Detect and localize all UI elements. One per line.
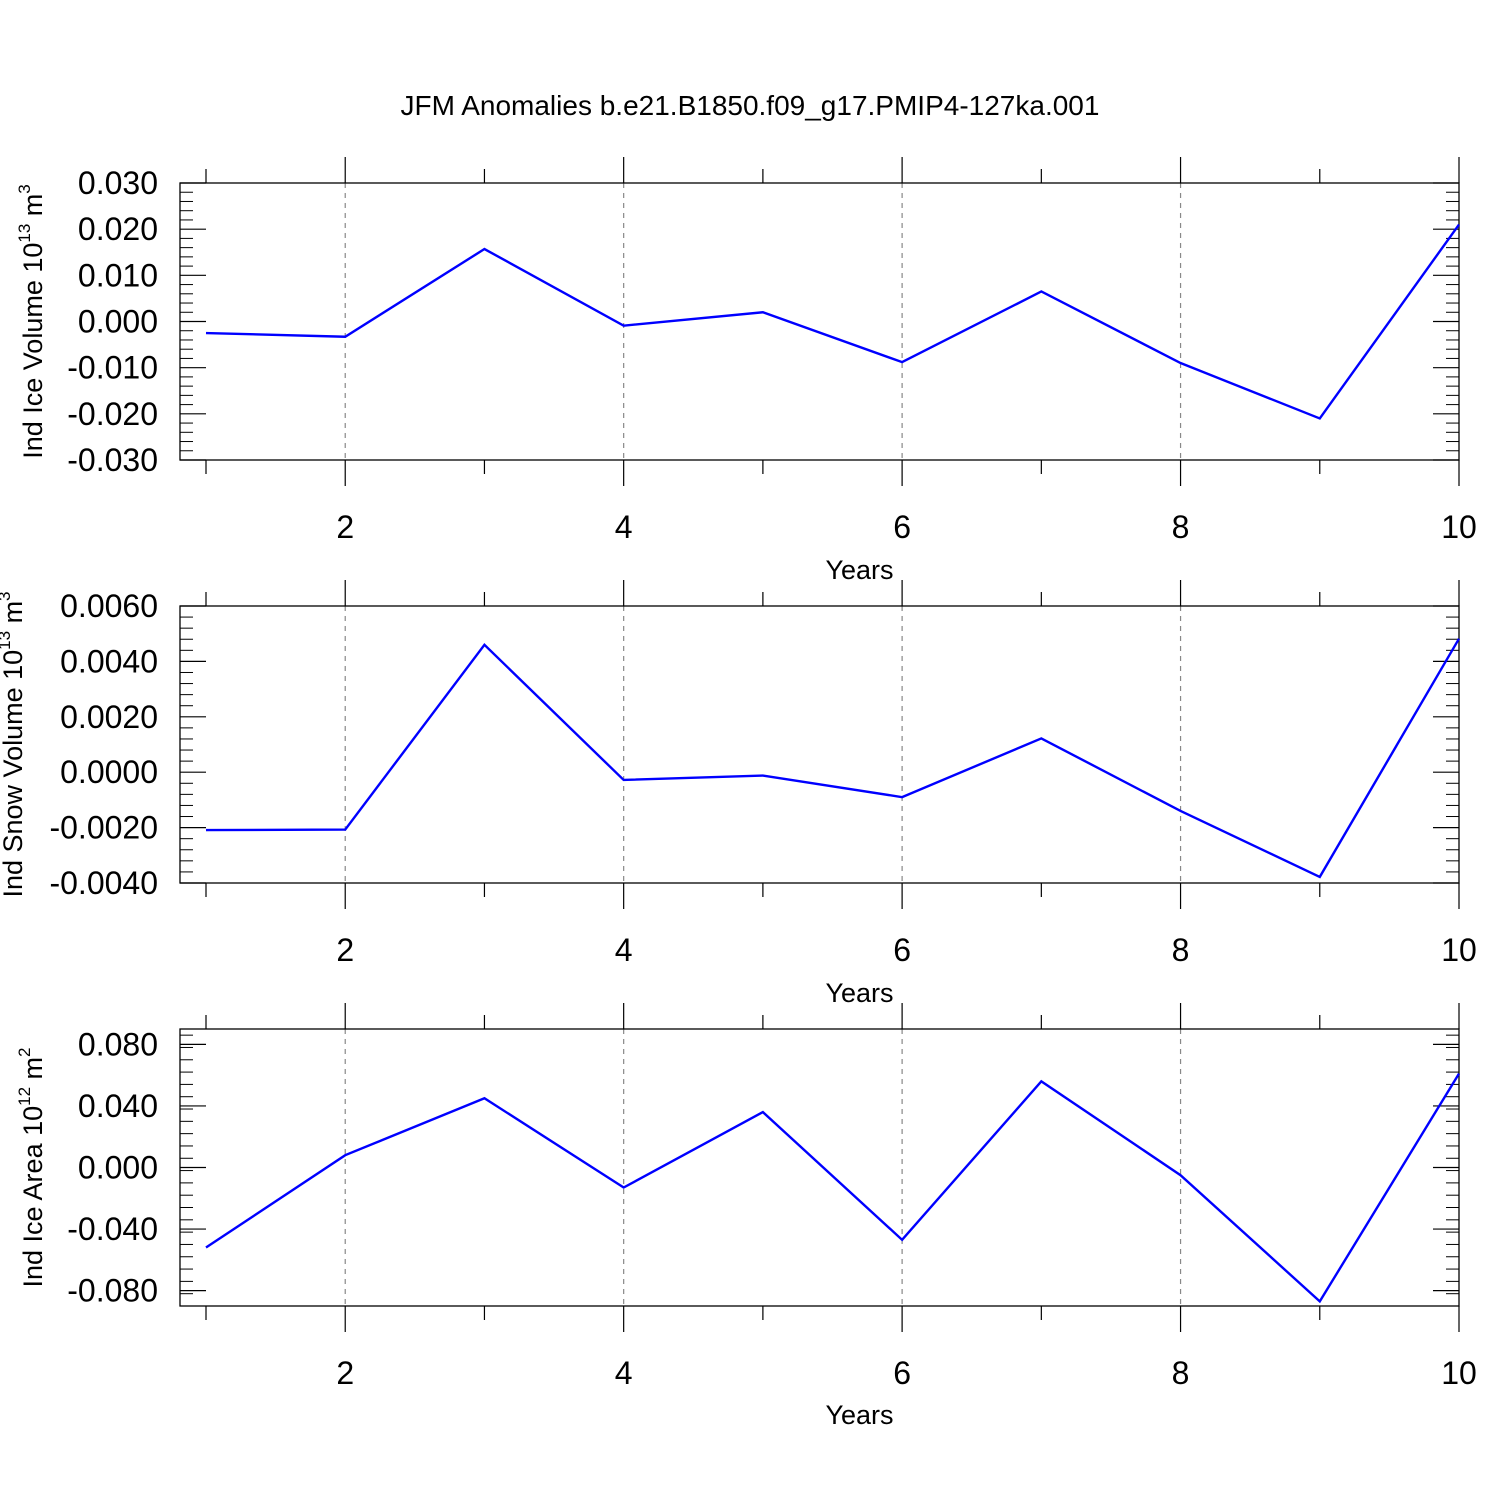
y-axis-title: Ind Ice Volume 1013 m3: [15, 184, 48, 459]
y-tick-label: 0.000: [78, 304, 158, 340]
x-tick-label: 10: [1441, 1355, 1477, 1391]
series-line: [205, 1073, 1461, 1304]
x-tick-label: 4: [615, 509, 633, 545]
y-tick-label: -0.030: [67, 442, 158, 478]
y-axis-title-unit: m: [18, 194, 48, 224]
chart-panel-2: 2 4 6 8 10 -0.0040 -0.0020 0.0000 0.0020 0.0040 0.…: [0, 580, 1477, 1008]
y-tick-label: -0.080: [67, 1273, 158, 1309]
x-axis-title: Years: [825, 555, 893, 585]
x-axis-title: Years: [825, 1400, 893, 1430]
y-tick-label: -0.040: [67, 1211, 158, 1247]
y-tick-label: -0.0020: [49, 810, 158, 846]
y-axis-title-exp: 13: [15, 224, 34, 243]
y-axis-title-text: Ind Ice Area 10: [18, 1106, 48, 1288]
x-tick-label: 2: [336, 932, 354, 968]
y-tick-label: 0.030: [78, 165, 158, 201]
y-tick-label: 0.0000: [60, 754, 158, 790]
y-axis-title: Ind Ice Area 1012 m2: [15, 1047, 48, 1287]
y-axis-title-exp: 12: [15, 1087, 34, 1106]
figure-title: JFM Anomalies b.e21.B1850.f09_g17.PMIP4-…: [400, 90, 1100, 121]
y-axis-title-text: Ind Snow Volume 10: [0, 650, 28, 898]
x-tick-label: 8: [1172, 932, 1190, 968]
x-axis-title: Years: [825, 978, 893, 1008]
series-line: [205, 638, 1461, 879]
y-tick-label: 0.0040: [60, 643, 158, 679]
plot-frame: [179, 1028, 1460, 1307]
y-tick-label: 0.000: [78, 1150, 158, 1186]
x-tick-label: 6: [893, 1355, 911, 1391]
plot-frame: [179, 182, 1460, 461]
chart-panel-1: 2 4 6 8 10 -0.030 -0.020 -0.010 0.000 0.010 0.020 0…: [15, 157, 1477, 585]
series-line: [205, 223, 1460, 420]
y-axis-title: Ind Snow Volume 1013 m3: [0, 591, 28, 897]
y-axis-title-unit-exp: 3: [0, 591, 14, 600]
y-axis-title-text: Ind Ice Volume 10: [18, 243, 48, 459]
x-tick-label: 2: [336, 1355, 354, 1391]
y-axis-title-unit: m: [18, 1057, 48, 1087]
x-tick-label: 2: [336, 509, 354, 545]
x-tick-label: 10: [1441, 509, 1477, 545]
y-axis-title-unit: m: [0, 601, 28, 631]
plot-frame: [179, 605, 1460, 884]
x-tick-label: 6: [893, 509, 911, 545]
y-tick-label: 0.040: [78, 1088, 158, 1124]
x-tick-label: 8: [1172, 1355, 1190, 1391]
x-tick-label: 4: [615, 932, 633, 968]
y-tick-label: 0.0020: [60, 699, 158, 735]
y-axis-title-exp: 13: [0, 631, 14, 650]
x-tick-label: 6: [893, 932, 911, 968]
y-tick-label: 0.0060: [60, 588, 158, 624]
y-tick-label: -0.010: [67, 350, 158, 386]
x-tick-label: 8: [1172, 509, 1190, 545]
y-tick-label: 0.080: [78, 1026, 158, 1062]
y-axis-title-unit-exp: 2: [15, 1047, 34, 1056]
y-tick-label: 0.010: [78, 257, 158, 293]
y-axis-title-unit-exp: 3: [15, 184, 34, 193]
y-tick-label: -0.020: [67, 396, 158, 432]
x-tick-label: 10: [1441, 932, 1477, 968]
y-tick-label: 0.020: [78, 211, 158, 247]
x-tick-label: 4: [615, 1355, 633, 1391]
chart-panel-3: 2 4 6 8 10 -0.080 -0.040 0.000 0.040 0.080 Years In…: [15, 1003, 1477, 1430]
y-tick-label: -0.0040: [49, 865, 158, 901]
